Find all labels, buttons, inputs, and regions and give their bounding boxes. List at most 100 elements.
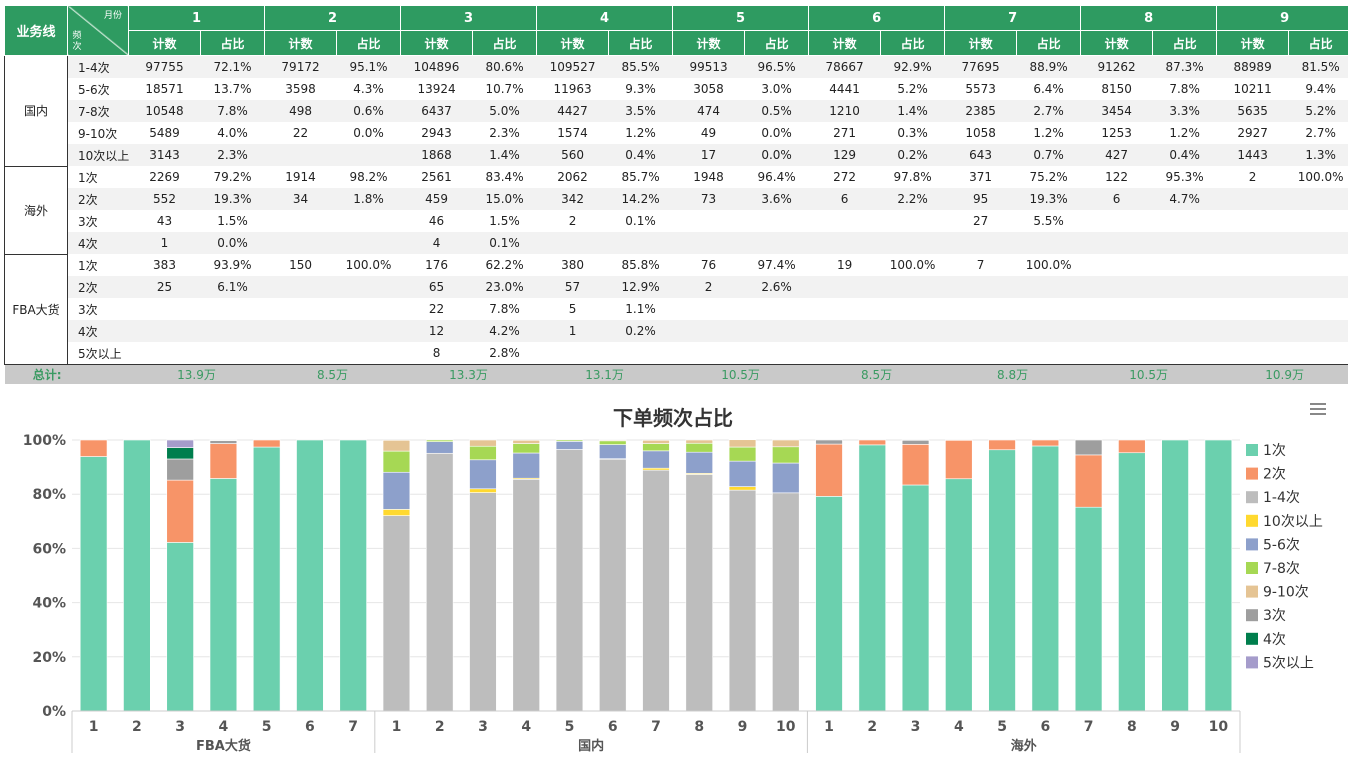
x-tick-label: 9 (738, 719, 748, 735)
legend-item[interactable]: 5次以上 (1246, 655, 1314, 671)
month-header-5: 5 (672, 5, 810, 31)
percent-cell: 95.3% (1165, 170, 1204, 184)
legend-label: 5-6次 (1263, 537, 1300, 553)
frequency-cell: 1-4次 (67, 55, 129, 78)
bar-segment (209, 440, 238, 444)
legend-label: 3次 (1263, 608, 1286, 624)
bar-segment (382, 439, 411, 452)
hamburger-menu-icon[interactable] (1310, 403, 1326, 415)
business-group-cell: FBA大货 (4, 253, 68, 365)
percent-cell: 1.1% (625, 302, 656, 316)
count-cell: 5573 (965, 82, 996, 96)
percent-cell (1288, 232, 1348, 254)
table-row: 10次以上 3143 2.3% 1868 1.4% 560 0.4% 17 0.0% 129 0.2… (5, 144, 1348, 166)
legend-item[interactable]: 4次 (1246, 632, 1286, 648)
bar-segment (685, 439, 713, 444)
percent-cell: 2.6% (744, 276, 809, 298)
x-tick-label: 1 (392, 719, 402, 735)
count-cell: 22 (428, 302, 445, 316)
count-cell: 104896 (400, 55, 473, 78)
table-row: 4次 1 0.0% 4 0.1% (5, 232, 1348, 254)
count-header: 计数 (808, 30, 882, 56)
percent-header: 占比 (1288, 30, 1348, 56)
bar-segment (642, 443, 670, 452)
legend-item[interactable]: 9-10次 (1246, 585, 1309, 601)
count-cell: 95 (944, 188, 1017, 210)
count-cell (672, 232, 745, 254)
bar-segment (79, 439, 108, 457)
total-cell: 13.9万 (128, 364, 265, 384)
bar-segment (123, 439, 151, 712)
percent-cell (744, 320, 809, 342)
percent-cell (1017, 298, 1081, 320)
count-cell: 5635 (1216, 100, 1289, 122)
percent-cell (337, 298, 401, 320)
legend-label: 1-4次 (1263, 490, 1300, 506)
bar-segment (642, 469, 670, 712)
bar-segment (469, 459, 497, 490)
count-cell: 77695 (944, 55, 1017, 78)
count-cell (944, 276, 1017, 298)
count-cell (1081, 254, 1153, 276)
percent-cell: 93.9% (213, 258, 252, 272)
percent-cell: 80.6% (472, 55, 537, 78)
count-cell: 4 (400, 232, 473, 254)
count-cell: 459 (400, 188, 473, 210)
percent-cell (1288, 320, 1348, 342)
legend-swatch (1246, 656, 1258, 669)
bar-segment (555, 439, 584, 442)
percent-cell: 2.8% (489, 346, 520, 360)
count-cell (1217, 342, 1289, 365)
bar-segment (599, 439, 627, 442)
bar-segment (469, 492, 497, 712)
legend-label: 1次 (1263, 443, 1286, 459)
count-header: 计数 (672, 30, 746, 56)
percent-cell: 0.1% (625, 214, 656, 228)
bar-segment (1031, 445, 1060, 712)
bar-segment (166, 479, 194, 543)
percent-cell: 15.0% (472, 188, 537, 210)
count-cell: 8 (432, 346, 441, 360)
legend-item[interactable]: 1次 (1246, 443, 1286, 459)
legend-item[interactable]: 1-4次 (1246, 490, 1300, 506)
frequency-cell: 4次 (67, 320, 129, 342)
total-cell: 8.5万 (808, 364, 945, 384)
percent-cell: 4.7% (1152, 188, 1217, 210)
percent-cell: 62.2% (485, 258, 524, 272)
percent-cell: 96.5% (744, 55, 809, 78)
bar-segment (1074, 506, 1103, 712)
x-tick-label: 7 (651, 719, 661, 735)
count-cell: 57 (536, 276, 609, 298)
percent-cell: 3.0% (761, 82, 792, 96)
legend-item[interactable]: 3次 (1246, 608, 1286, 624)
percent-cell: 72.1% (200, 55, 265, 78)
x-tick-label: 3 (175, 719, 185, 735)
bar-segment (469, 439, 497, 447)
percent-header: 占比 (1152, 30, 1218, 56)
percent-cell: 3.3% (1152, 100, 1217, 122)
bar-segment (772, 439, 800, 448)
count-cell (808, 232, 881, 254)
count-cell (809, 210, 881, 232)
legend-item[interactable]: 10次以上 (1246, 514, 1323, 530)
bar-segment (166, 542, 194, 712)
percent-cell: 10.7% (485, 82, 524, 96)
bar-segment (382, 450, 411, 473)
percent-cell: 0.6% (336, 100, 401, 122)
percent-cell: 7.8% (200, 100, 265, 122)
count-cell: 2927 (1237, 126, 1268, 140)
legend-item[interactable]: 5-6次 (1246, 537, 1300, 553)
y-tick-label: 60% (32, 541, 66, 557)
count-cell: 17 (672, 144, 745, 166)
percent-cell: 4.0% (217, 126, 248, 140)
x-tick-label: 9 (1170, 719, 1180, 735)
frequency-cell: 3次 (78, 214, 98, 229)
bar-segment (166, 439, 194, 448)
legend-item[interactable]: 7-8次 (1246, 561, 1300, 577)
percent-cell: 85.5% (608, 55, 673, 78)
total-cell: 10.9万 (1216, 364, 1348, 384)
percent-cell: 97.4% (757, 258, 796, 272)
bar-segment (815, 439, 843, 445)
percent-cell: 0.4% (608, 144, 673, 166)
legend-item[interactable]: 2次 (1246, 467, 1286, 483)
